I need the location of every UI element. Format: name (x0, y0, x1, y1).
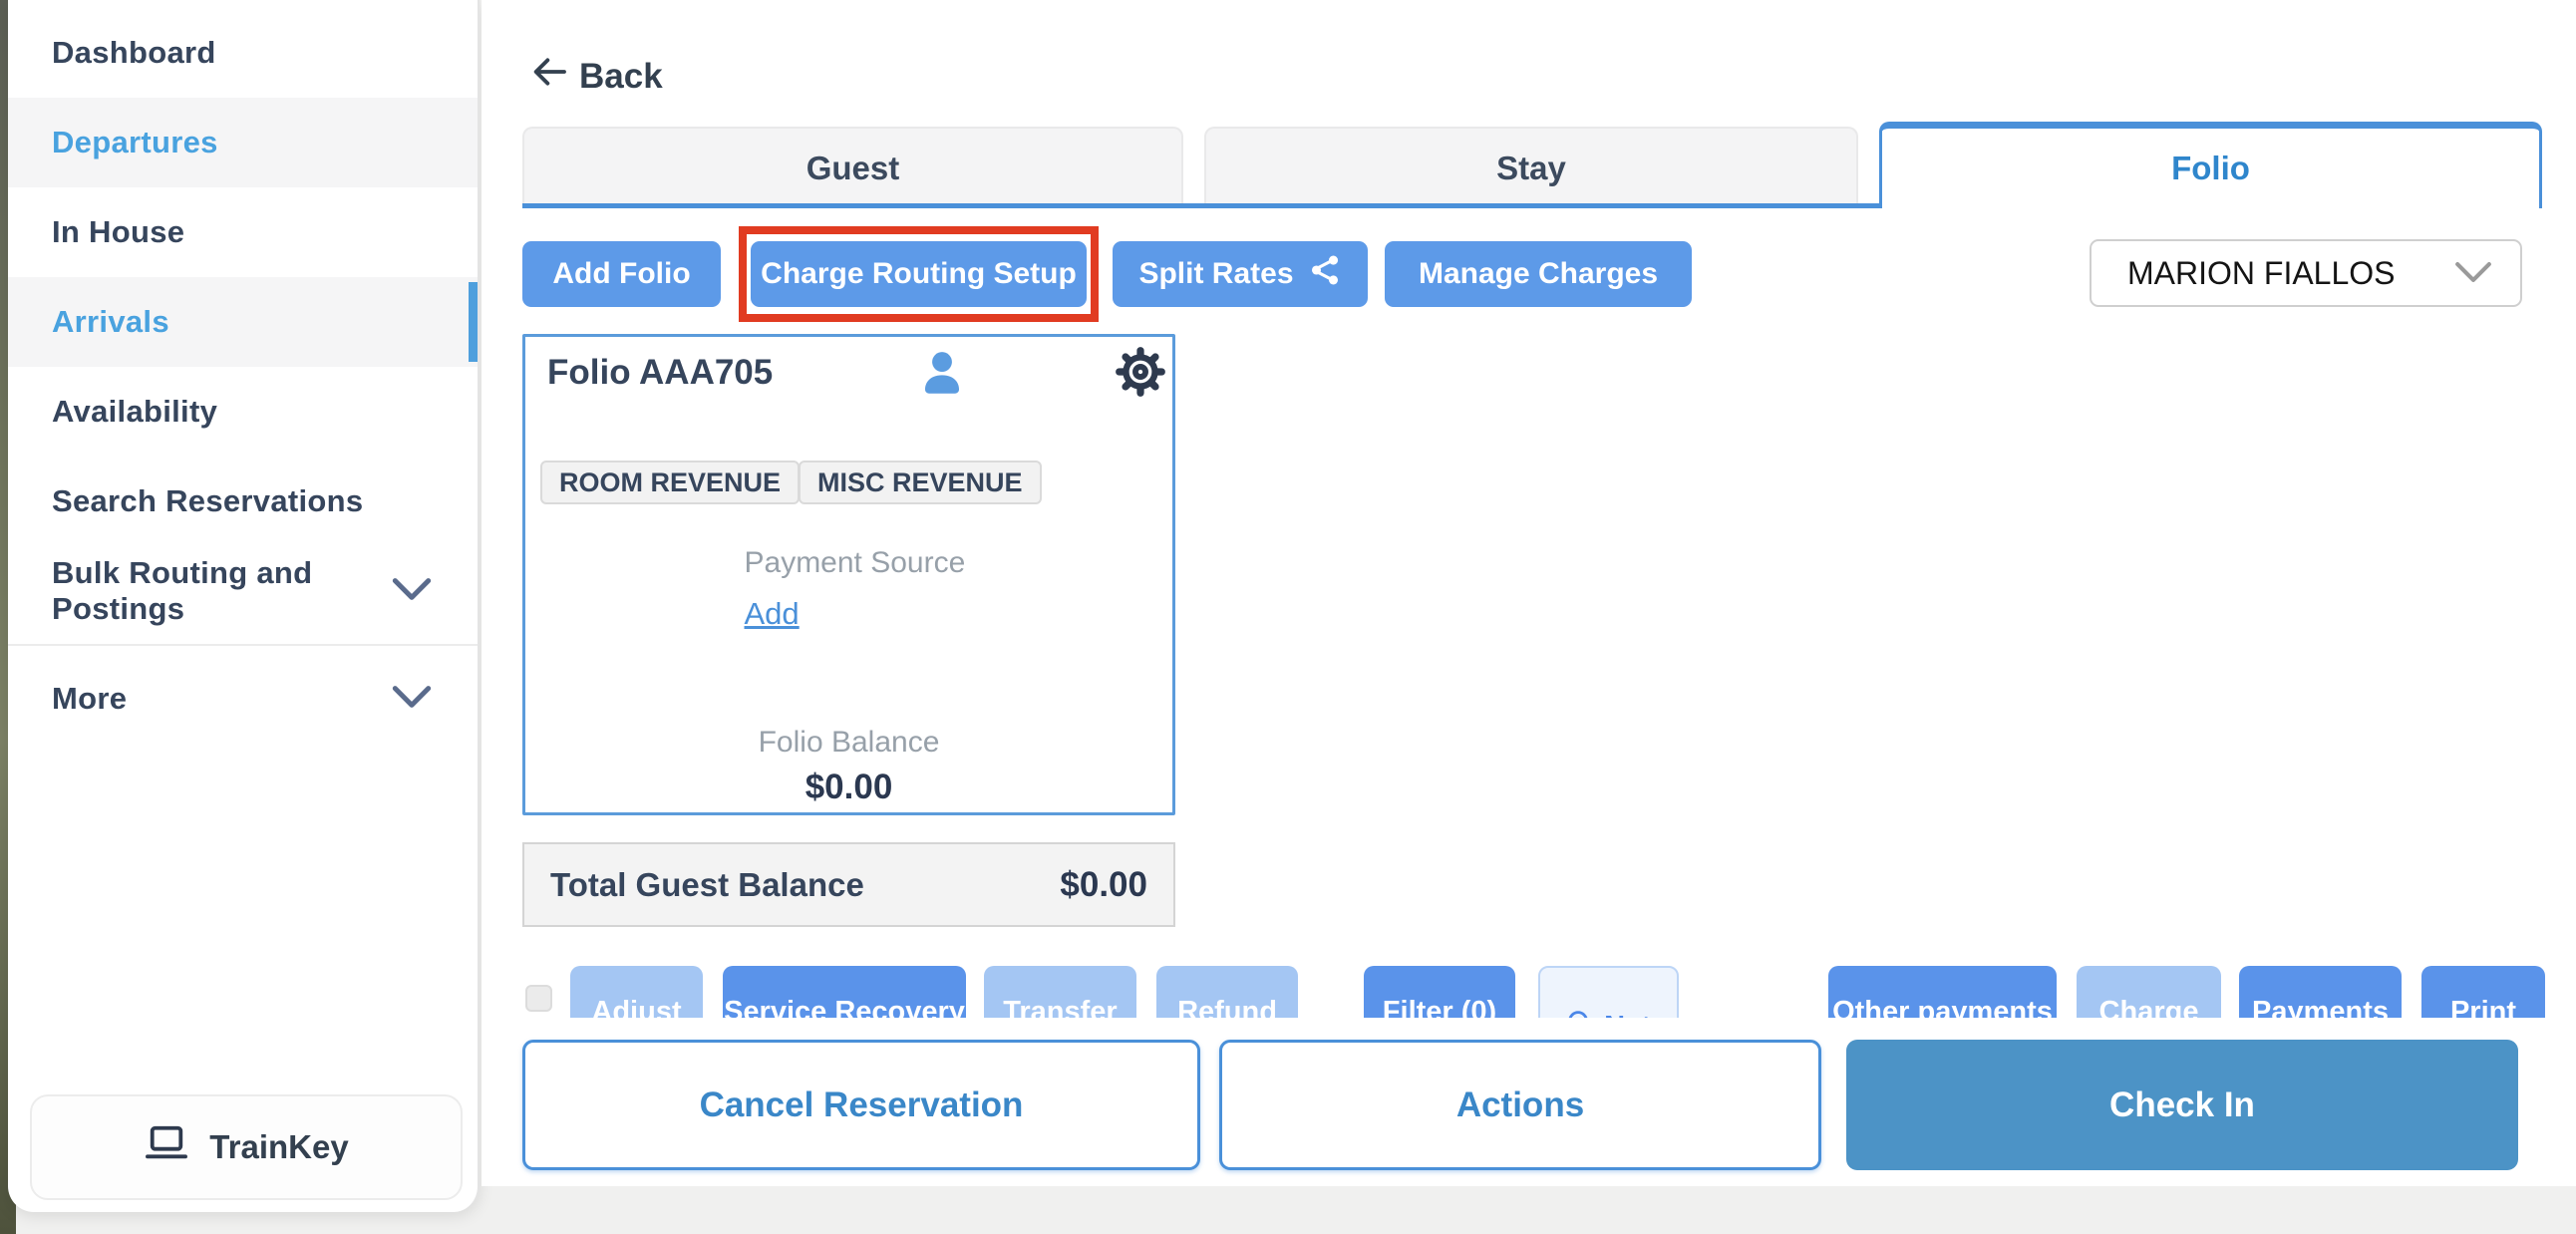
tag-label: ROOM REVENUE (559, 466, 782, 497)
tag-label: MISC REVENUE (817, 466, 1023, 497)
guest-selector-dropdown[interactable]: MARION FIALLOS (2090, 239, 2522, 307)
back-button[interactable]: Back (529, 52, 663, 101)
sidebar-nav: Dashboard Departures In House Arrivals A… (8, 0, 478, 744)
net-label: Net (1604, 1011, 1651, 1019)
trainkey-button[interactable]: TrainKey (30, 1094, 463, 1200)
sidebar-item-label: Availability (52, 394, 218, 429)
sidebar-item-label: Bulk Routing and Postings (52, 555, 313, 626)
guest-person-icon[interactable] (916, 347, 968, 408)
sidebar-item-departures[interactable]: Departures (8, 98, 478, 187)
add-folio-button[interactable]: Add Folio (522, 241, 721, 307)
tag-room-revenue: ROOM REVENUE (540, 461, 801, 504)
folio-card: Folio AAA705 ROOM REVENUE MISC REVENUE P… (522, 334, 1175, 815)
refund-button[interactable]: Refund (1156, 966, 1298, 1018)
service-recovery-button[interactable]: Service Recovery (723, 966, 966, 1018)
sidebar-item-in-house[interactable]: In House (8, 187, 478, 277)
trainkey-label: TrainKey (209, 1128, 349, 1165)
transfer-button[interactable]: Transfer (984, 966, 1136, 1018)
sidebar-item-label: More (52, 681, 128, 716)
sidebar-item-availability[interactable]: Availability (8, 367, 478, 457)
chevron-down-icon (2454, 255, 2492, 292)
sidebar-item-dashboard[interactable]: Dashboard (8, 8, 478, 98)
tab-label: Guest (805, 150, 900, 186)
cancel-reservation-button[interactable]: Cancel Reservation (522, 1040, 1200, 1170)
total-guest-balance-row: Total Guest Balance $0.00 (522, 842, 1175, 927)
actions-label: Actions (1455, 1084, 1585, 1124)
share-icon (1308, 253, 1342, 295)
sidebar-item-label: In House (52, 214, 185, 249)
tab-label: Folio (2171, 150, 2250, 186)
manage-charges-label: Manage Charges (1418, 257, 1659, 290)
sidebar-item-search-reservations[interactable]: Search Reservations (8, 457, 478, 546)
sidebar-item-label: Departures (52, 125, 218, 159)
chevron-down-icon (392, 573, 432, 609)
check-in-button[interactable]: Check In (1846, 1040, 2518, 1170)
adjust-button[interactable]: Adjust (570, 966, 703, 1018)
net-toggle-button[interactable]: Net (1538, 966, 1679, 1018)
sidebar: Dashboard Departures In House Arrivals A… (8, 0, 480, 1212)
folio-title: Folio AAA705 (547, 353, 774, 392)
manage-charges-button[interactable]: Manage Charges (1385, 241, 1692, 307)
check-in-label: Check In (2109, 1084, 2255, 1124)
tab-folio[interactable]: Folio (1879, 122, 2542, 208)
payment-source-block: Payment Source Add (744, 546, 966, 632)
print-button[interactable]: Print (2421, 966, 2545, 1018)
total-guest-balance-value: $0.00 (1060, 864, 1147, 904)
total-guest-balance-label: Total Guest Balance (550, 865, 864, 903)
sidebar-item-label: Search Reservations (52, 483, 364, 518)
split-rates-button[interactable]: Split Rates (1113, 241, 1368, 307)
charge-button[interactable]: Charge (2077, 966, 2221, 1018)
payments-button[interactable]: Payments (2239, 966, 2402, 1018)
guest-selector-value: MARION FIALLOS (2127, 254, 2396, 291)
charge-routing-setup-label: Charge Routing Setup (761, 257, 1077, 290)
charge-routing-setup-button[interactable]: Charge Routing Setup (751, 241, 1087, 307)
folio-balance-label: Folio Balance (758, 726, 940, 759)
select-all-checkbox[interactable] (525, 985, 552, 1012)
split-rates-label: Split Rates (1138, 257, 1294, 290)
sidebar-item-label: Dashboard (52, 35, 216, 70)
sidebar-item-label: Arrivals (52, 304, 169, 339)
laptop-icon (144, 1123, 189, 1171)
other-payments-button[interactable]: Other payments (1828, 966, 2057, 1018)
sidebar-item-more[interactable]: More (8, 654, 478, 744)
chevron-down-icon (392, 681, 432, 717)
magnifier-icon (1566, 1009, 1594, 1018)
tab-label: Stay (1496, 150, 1566, 186)
filter-button[interactable]: Filter (0) (1364, 966, 1515, 1018)
tab-underline (522, 203, 1879, 208)
sidebar-item-bulk-routing[interactable]: Bulk Routing and Postings (8, 546, 478, 636)
active-indicator-bar (469, 282, 478, 362)
tab-stay[interactable]: Stay (1204, 127, 1858, 208)
add-payment-source-link[interactable]: Add (744, 596, 800, 631)
tag-misc-revenue: MISC REVENUE (799, 461, 1042, 504)
tab-guest[interactable]: Guest (522, 127, 1183, 208)
gear-icon[interactable] (1112, 343, 1169, 406)
actions-button[interactable]: Actions (1219, 1040, 1821, 1170)
folio-balance-value: $0.00 (805, 768, 893, 806)
back-label: Back (579, 56, 663, 96)
cancel-reservation-label: Cancel Reservation (699, 1084, 1024, 1124)
payment-source-label: Payment Source (744, 546, 966, 579)
back-arrow-icon (529, 52, 569, 101)
add-folio-label: Add Folio (552, 257, 691, 290)
main-panel: Back Guest Stay Folio Add Folio Charge R… (482, 0, 2576, 1186)
ledger-toolbar-clipped: Adjust Service Recovery Transfer Refund … (522, 966, 2551, 1018)
sidebar-item-arrivals[interactable]: Arrivals (8, 277, 478, 367)
sidebar-divider (8, 644, 478, 646)
